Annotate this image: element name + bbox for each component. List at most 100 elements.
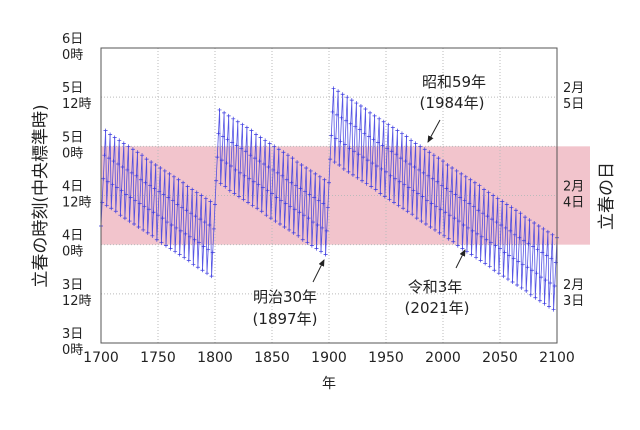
data-point xyxy=(463,174,468,179)
y-tick-label-day: 3日 xyxy=(62,278,83,293)
data-point xyxy=(525,265,530,270)
data-point xyxy=(523,215,528,220)
data-point xyxy=(194,190,199,195)
data-point xyxy=(315,223,320,227)
data-point xyxy=(104,203,109,208)
data-point xyxy=(254,132,259,137)
data-point xyxy=(542,301,547,306)
data-point xyxy=(268,216,273,221)
data-point xyxy=(551,307,556,312)
data-point xyxy=(413,141,418,146)
annotation-arrow xyxy=(427,119,441,143)
data-point xyxy=(320,225,325,230)
data-point xyxy=(299,163,304,168)
y-tick-label-hour: 0時 xyxy=(62,343,83,358)
data-point xyxy=(438,207,443,212)
data-point xyxy=(384,169,388,174)
data-point xyxy=(352,149,357,154)
data-point xyxy=(540,250,545,255)
data-point xyxy=(134,173,139,178)
data-point xyxy=(355,175,360,180)
data-point xyxy=(108,132,113,137)
data-point xyxy=(311,220,316,225)
data-point xyxy=(358,104,363,109)
data-point xyxy=(305,240,310,245)
x-tick-label: 2000 xyxy=(425,350,461,366)
data-point xyxy=(508,228,513,233)
data-point xyxy=(460,246,465,251)
data-point xyxy=(324,228,329,233)
data-point xyxy=(117,138,122,143)
data-point xyxy=(146,207,151,212)
annotation-line2: (1984年) xyxy=(420,94,485,112)
data-point xyxy=(475,231,480,236)
data-point xyxy=(262,162,267,167)
x-tick-label: 2100 xyxy=(539,350,575,366)
data-point xyxy=(241,197,246,202)
data-point xyxy=(195,265,200,270)
data-point xyxy=(178,228,183,233)
data-point xyxy=(390,125,395,130)
data-point xyxy=(183,231,188,236)
data-point xyxy=(487,264,492,269)
data-point xyxy=(242,173,247,178)
data-point xyxy=(176,177,181,182)
data-point xyxy=(119,188,124,193)
data-point xyxy=(458,195,463,200)
data-point xyxy=(290,156,295,161)
data-point xyxy=(228,164,233,168)
data-point xyxy=(336,89,341,94)
data-point xyxy=(185,184,190,189)
data-point xyxy=(111,159,116,164)
data-point xyxy=(258,135,263,140)
data-point xyxy=(157,189,162,194)
annotation-line1: 昭和59年 xyxy=(422,73,486,91)
data-point xyxy=(385,146,390,151)
data-point xyxy=(319,249,324,254)
y-tick-label-hour: 0時 xyxy=(62,146,83,161)
data-point xyxy=(233,167,238,172)
data-point xyxy=(200,268,205,273)
x-tick-label: 1700 xyxy=(83,350,119,366)
data-point xyxy=(469,252,474,257)
data-point xyxy=(391,200,396,205)
data-point xyxy=(395,128,400,133)
x-tick-label: 1800 xyxy=(197,350,233,366)
data-point xyxy=(151,210,156,215)
data-point xyxy=(403,159,408,164)
data-point xyxy=(502,250,507,255)
data-point xyxy=(208,199,213,204)
data-point xyxy=(250,203,255,208)
data-point xyxy=(447,213,452,218)
data-point xyxy=(466,225,471,230)
data-point xyxy=(288,204,293,209)
data-point xyxy=(267,141,272,146)
data-point xyxy=(193,214,198,219)
annotation-2021: 令和3年 (2021年) xyxy=(405,249,469,317)
data-point xyxy=(337,163,342,168)
data-point xyxy=(282,224,287,229)
data-point xyxy=(215,155,220,160)
data-point xyxy=(218,181,223,186)
data-point xyxy=(209,274,214,279)
data-point xyxy=(199,193,204,198)
data-point xyxy=(133,198,138,203)
data-point xyxy=(441,159,445,164)
y-tick-label-hour: 12時 xyxy=(62,196,92,211)
data-point xyxy=(537,298,542,303)
data-point xyxy=(332,160,337,165)
data-point xyxy=(524,288,529,293)
data-point xyxy=(232,191,237,196)
data-point xyxy=(243,149,248,154)
data-point xyxy=(235,119,240,124)
data-point xyxy=(309,243,314,248)
data-point xyxy=(149,160,154,165)
annotation-line1: 明治30年 xyxy=(253,288,317,306)
data-point xyxy=(504,202,509,207)
data-point xyxy=(189,211,194,216)
data-point xyxy=(281,150,286,155)
data-point xyxy=(280,173,285,178)
data-point xyxy=(121,141,126,146)
data-point xyxy=(197,240,202,245)
data-point xyxy=(467,201,472,206)
